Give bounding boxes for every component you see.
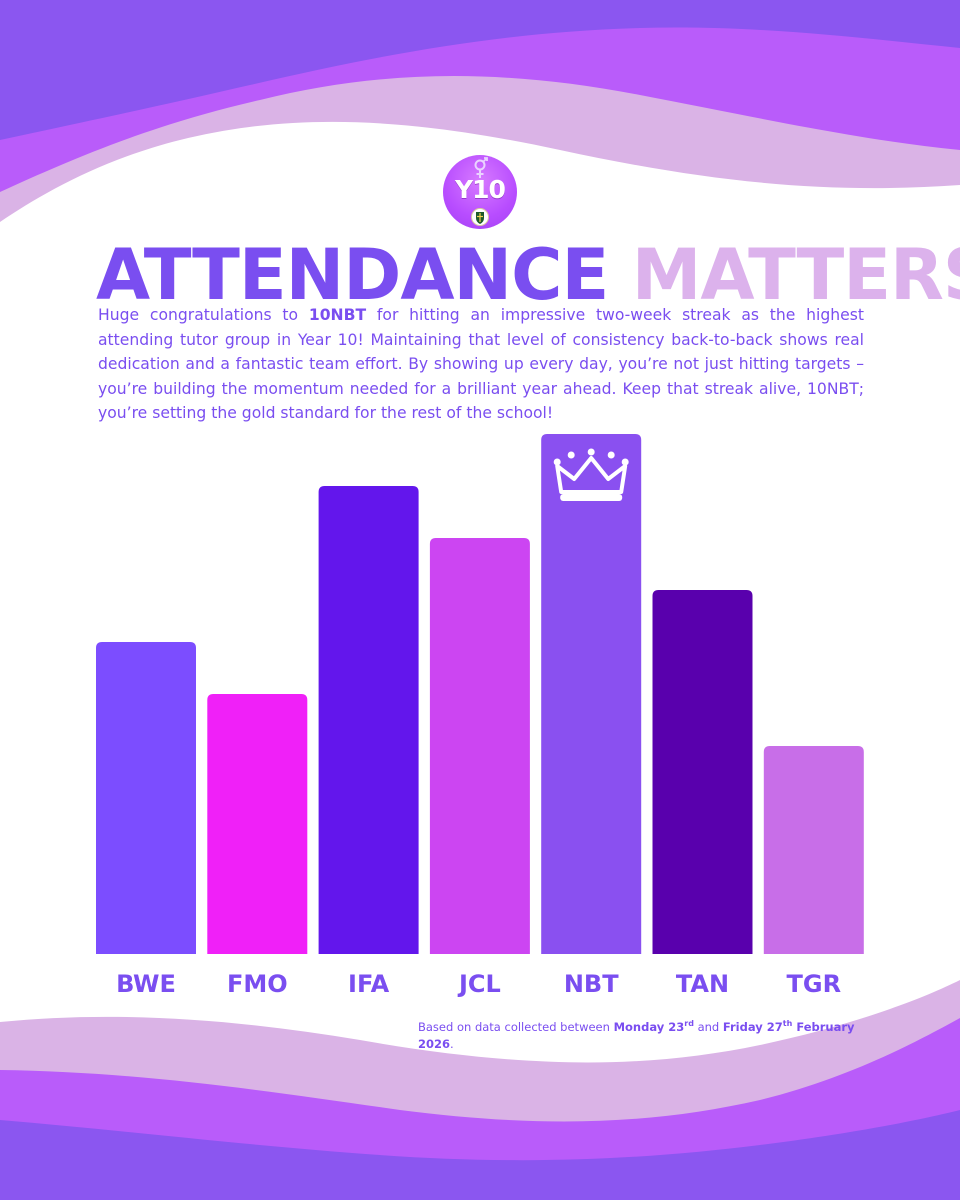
intro-highlight-group: 10NBT bbox=[308, 306, 367, 324]
bar-bwe bbox=[96, 642, 196, 954]
note-prefix: Based on data collected between bbox=[418, 1019, 614, 1034]
category-label-ifa: IFA bbox=[348, 970, 390, 998]
bar-fmo bbox=[207, 694, 308, 954]
note-end-sup: th bbox=[782, 1019, 793, 1028]
bar-nbt bbox=[541, 434, 642, 954]
note-start-sup: rd bbox=[684, 1019, 694, 1028]
attendance-bar-chart: BWE FMO IFA JCL NBT TAN TGR bbox=[96, 434, 864, 998]
bottom-wave-deep bbox=[0, 1110, 960, 1200]
note-end-day: Friday 27 bbox=[722, 1019, 783, 1034]
data-period-note: Based on data collected between Monday 2… bbox=[418, 1015, 878, 1053]
note-end-rest: February 2026 bbox=[418, 1019, 855, 1051]
title-part-attendance: ATTENDANCE bbox=[96, 234, 609, 316]
bar-jcl bbox=[429, 538, 530, 954]
note-end-date: Friday 27th February 2026 bbox=[418, 1019, 855, 1051]
category-label-fmo: FMO bbox=[227, 970, 288, 998]
top-wave-decoration bbox=[0, 0, 960, 222]
category-label-bwe: BWE bbox=[116, 970, 176, 998]
category-label-jcl: JCL bbox=[457, 970, 501, 998]
title-part-matters: MATTERS bbox=[631, 234, 960, 316]
top-wave-deep bbox=[0, 0, 960, 140]
bar-tan bbox=[652, 590, 753, 954]
school-crest-icon bbox=[471, 208, 489, 226]
badge-text: Y10 bbox=[455, 175, 506, 204]
intro-text-lead: Huge congratulations to bbox=[98, 306, 309, 324]
category-label-nbt: NBT bbox=[564, 970, 619, 998]
intro-paragraph: Huge congratulations to 10NBT for hittin… bbox=[98, 303, 864, 426]
category-label-tgr: TGR bbox=[787, 970, 842, 998]
note-start-day: Monday 23 bbox=[613, 1019, 685, 1034]
page-title: ATTENDANCE MATTERS bbox=[96, 240, 960, 310]
bar-ifa bbox=[318, 486, 419, 954]
note-start-date: Monday 23rd bbox=[613, 1019, 694, 1034]
bottom-wave-decoration bbox=[0, 980, 960, 1200]
note-suffix: . bbox=[450, 1036, 454, 1051]
crown-icon bbox=[553, 448, 629, 501]
bar-tgr bbox=[763, 746, 864, 954]
note-middle: and bbox=[693, 1019, 723, 1034]
gender-symbol-icon bbox=[474, 157, 488, 178]
category-label-tan: TAN bbox=[676, 970, 729, 998]
year-badge: Y10 bbox=[443, 155, 517, 229]
intro-text-rest: for hitting an impressive two-week strea… bbox=[98, 306, 865, 422]
